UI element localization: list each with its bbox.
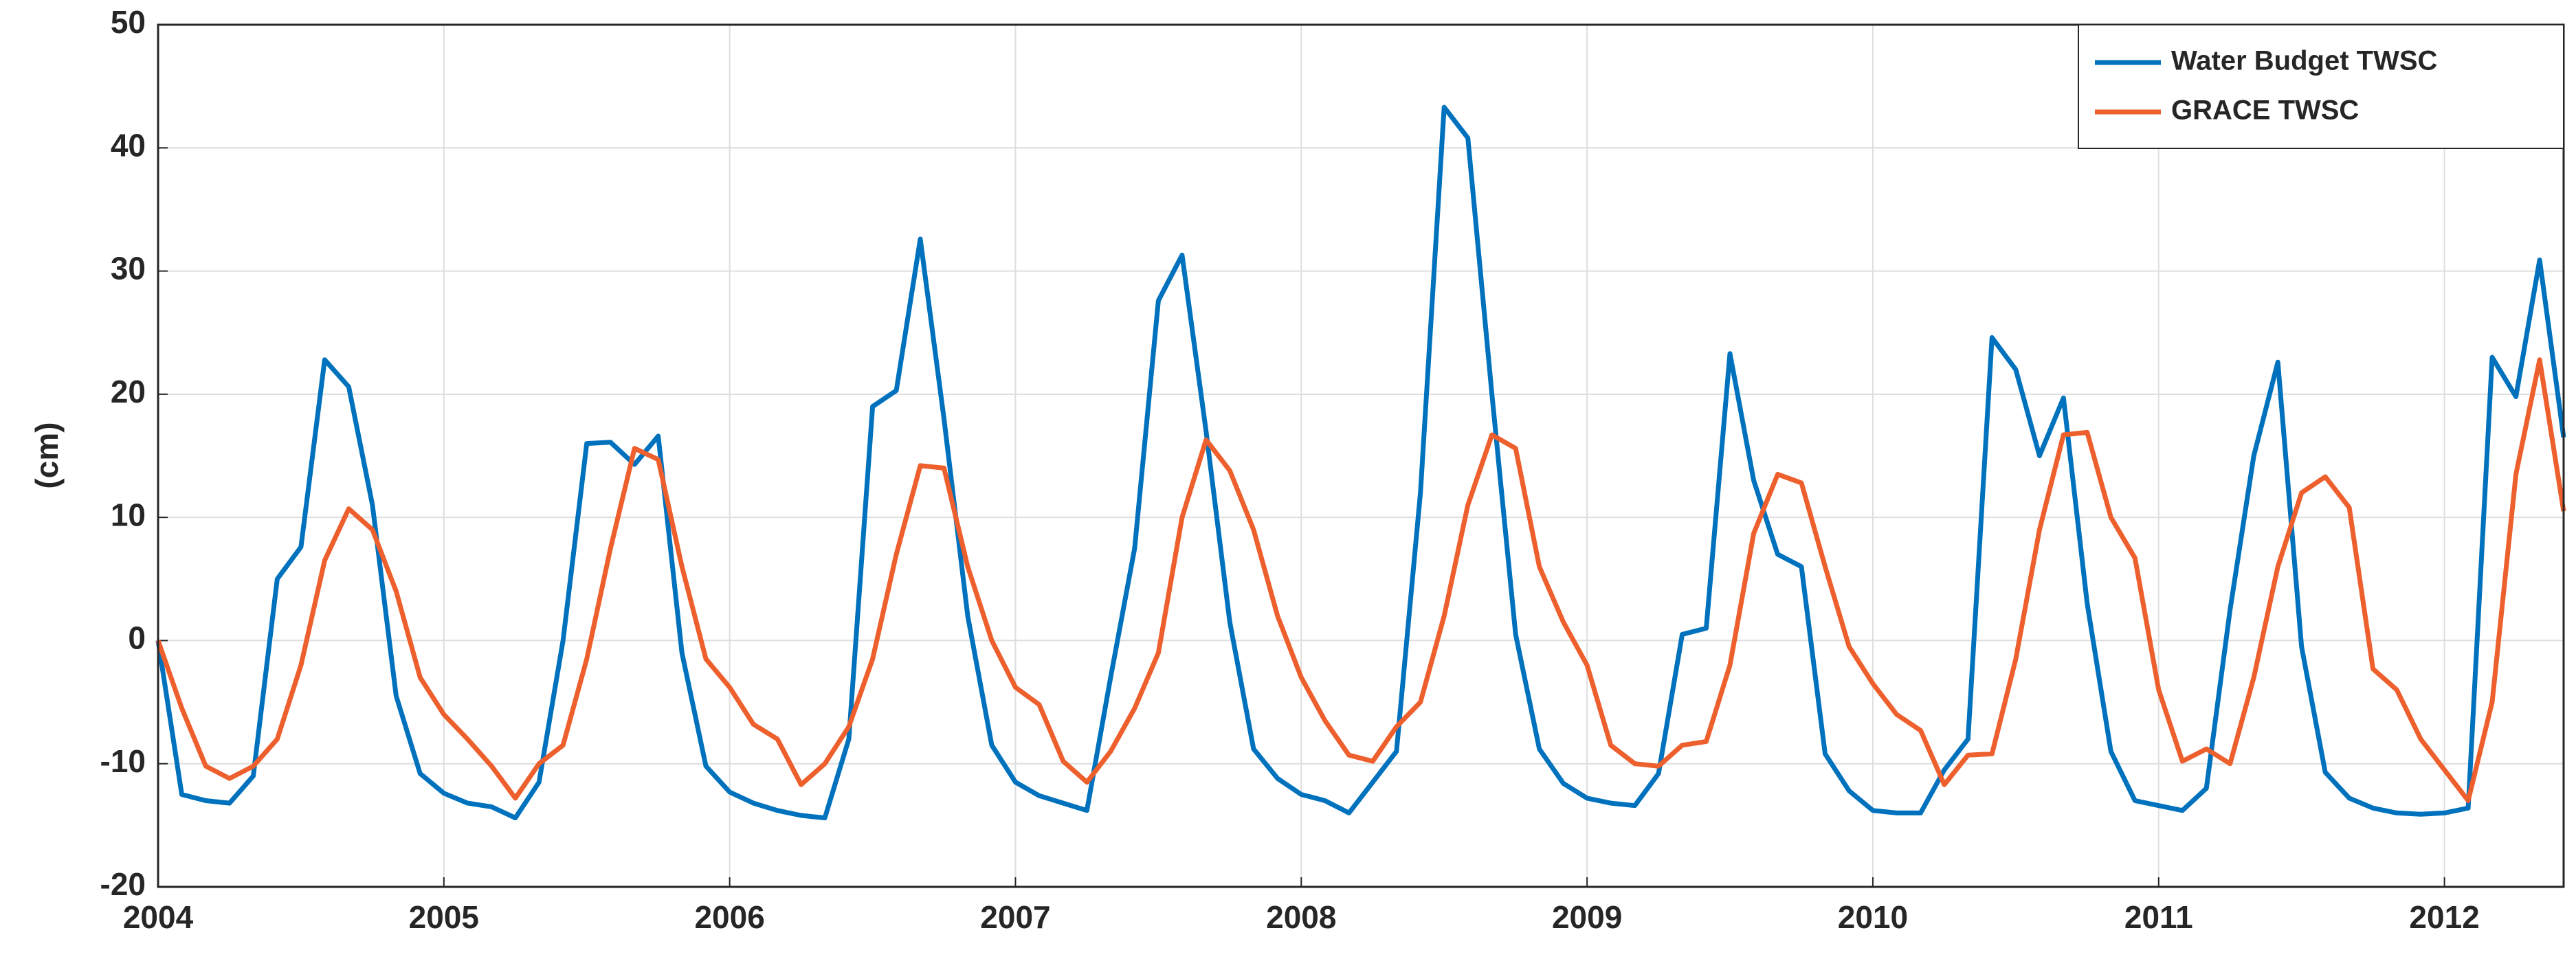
y-tick-label: 50 — [111, 4, 146, 40]
line-series — [155, 357, 2566, 803]
legend-box — [2078, 24, 2564, 149]
y-tick-label: 10 — [111, 497, 146, 532]
y-axis-label: (cm) — [29, 422, 65, 488]
x-tick-label: 2005 — [409, 899, 479, 935]
x-tick-label: 2004 — [123, 899, 194, 935]
x-tick-label: 2008 — [1266, 899, 1336, 935]
y-tick-label: 40 — [111, 127, 146, 163]
x-tick-label: 2010 — [1838, 899, 1908, 935]
x-tick-label: 2011 — [2124, 899, 2193, 935]
x-tick-label: 2009 — [1552, 899, 1622, 935]
line-series — [155, 104, 2566, 821]
x-tick-label: 2012 — [2409, 899, 2479, 935]
y-tick-label: -20 — [100, 866, 146, 902]
y-tick-label: 20 — [111, 374, 146, 409]
plot-frame — [157, 23, 2565, 888]
y-tick-label: -10 — [100, 743, 146, 779]
legend-label: Water Budget TWSC — [2171, 46, 2437, 76]
x-tick-label: 2006 — [694, 899, 764, 935]
legend-label: GRACE TWSC — [2171, 95, 2359, 126]
x-tick-label: 2007 — [980, 899, 1050, 935]
y-tick-label: 0 — [128, 620, 146, 656]
y-tick-label: 30 — [111, 251, 146, 286]
